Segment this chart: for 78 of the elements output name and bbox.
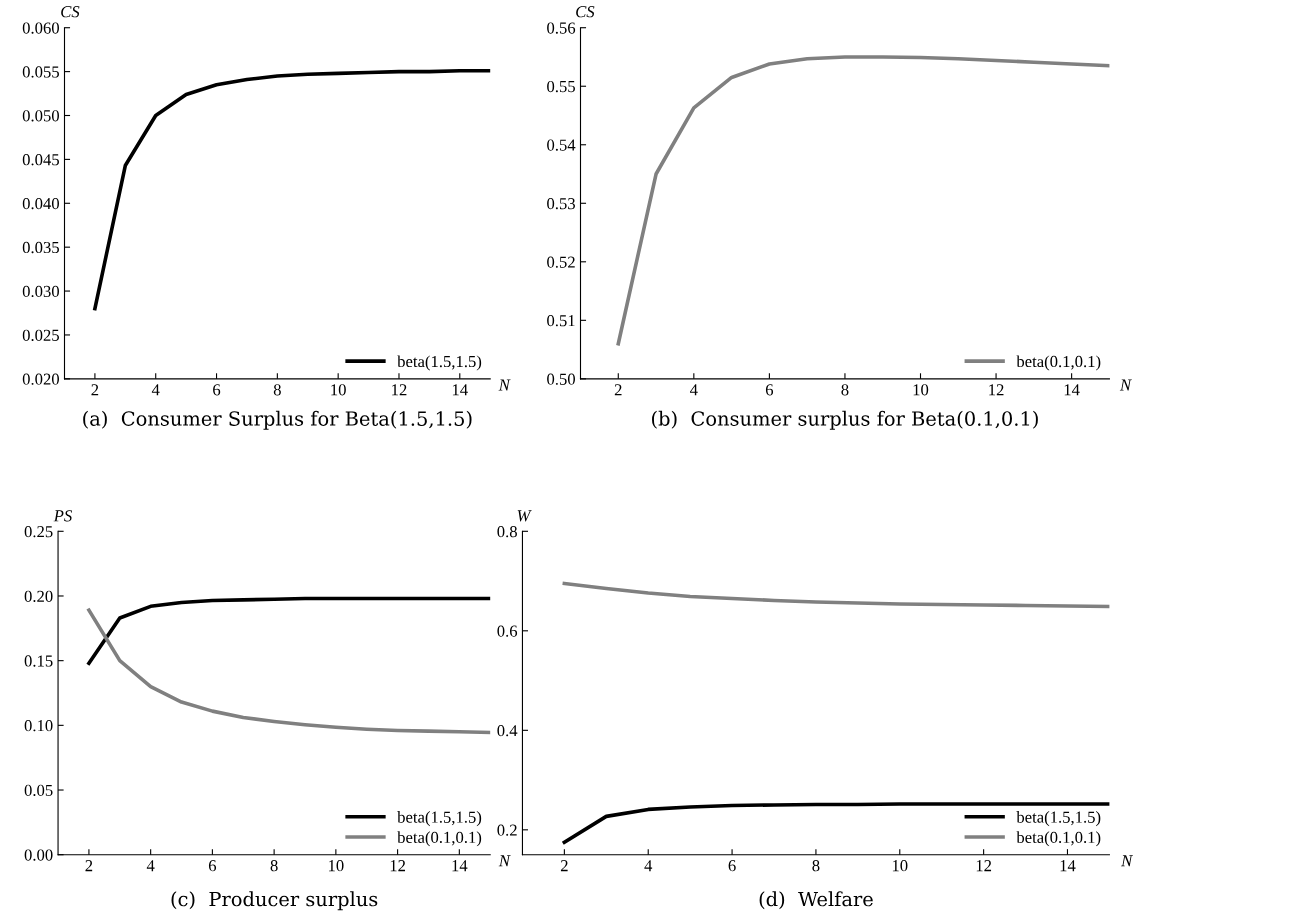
legend-label: beta(0.1,0.1) <box>1016 831 1101 847</box>
x-tick-label: 14 <box>452 384 468 396</box>
x-tick-label: 4 <box>644 860 653 872</box>
text: (d) Welfare <box>759 891 873 910</box>
y-tick-label: 0.20 <box>24 590 53 602</box>
x-tick-label: 12 <box>390 860 406 872</box>
y-tick-label: 0.52 <box>547 256 575 268</box>
y-tick-label: 0.040 <box>22 197 59 210</box>
y-tick-label: 0.50 <box>547 373 575 385</box>
y-tick-label: 0.55 <box>547 80 575 93</box>
y-tick-label: 0.055 <box>22 66 59 78</box>
x-tick-label: 10 <box>892 860 908 872</box>
y-tick-label: 0.060 <box>22 22 59 34</box>
y-axis-title: PS <box>53 510 72 522</box>
x-tick-label: 12 <box>976 860 992 872</box>
y-tick-label: 0.05 <box>24 784 53 797</box>
legend-label: beta(1.5,1.5) <box>1016 811 1101 827</box>
x-tick-label: 4 <box>689 384 698 396</box>
y-tick-label: 0.15 <box>24 655 53 667</box>
x-tick-label: 14 <box>1060 860 1076 872</box>
y-tick-label: 0.51 <box>547 315 575 327</box>
x-axis-title: N <box>1119 379 1132 391</box>
x-tick-label: 6 <box>208 860 217 872</box>
line-series <box>562 802 1110 845</box>
x-tick-label: 10 <box>328 860 344 872</box>
x-tick-label: 6 <box>765 384 774 396</box>
legend-label: beta(0.1,0.1) <box>397 831 482 847</box>
y-tick-label: 0.020 <box>22 373 59 385</box>
x-axis-title: N <box>1121 855 1134 867</box>
x-tick-label: 4 <box>146 860 155 872</box>
legend-label: beta(0.1,0.1) <box>1016 355 1101 371</box>
x-tick-label: 8 <box>270 860 278 872</box>
x-tick-label: 6 <box>213 384 221 396</box>
x-tick-label: 6 <box>728 860 736 872</box>
y-tick-label: 0.00 <box>24 849 53 861</box>
y-tick-label: 0.030 <box>22 285 59 298</box>
line-series <box>87 596 491 666</box>
x-tick-label: 10 <box>331 384 346 396</box>
x-tick-label: 14 <box>452 860 468 872</box>
x-tick-label: 2 <box>614 384 622 396</box>
legend-label: beta(1.5,1.5) <box>397 355 482 371</box>
text: (b) Consumer surplus for Beta(0.1,0.1) <box>652 410 1038 430</box>
y-axis-title: W <box>517 510 532 522</box>
x-tick-label: 12 <box>392 384 407 396</box>
text: (c) Producer surplus <box>171 891 378 911</box>
x-tick-label: 4 <box>151 384 160 396</box>
y-tick-label: 0.53 <box>547 197 575 210</box>
line-series <box>616 55 1110 346</box>
x-tick-label: 8 <box>812 860 820 872</box>
x-tick-label: 2 <box>91 384 99 396</box>
y-tick-label: 0.4 <box>497 725 518 737</box>
legend-label: beta(1.5,1.5) <box>397 811 482 827</box>
x-tick-label: 10 <box>913 384 929 396</box>
x-tick-label: 8 <box>841 384 849 396</box>
y-tick-label: 0.10 <box>24 720 53 732</box>
y-tick-label: 0.2 <box>497 824 517 836</box>
line-series <box>87 608 491 735</box>
y-tick-label: 0.8 <box>497 526 517 538</box>
x-axis-title: N <box>498 379 511 391</box>
line-series <box>562 581 1110 609</box>
y-tick-label: 0.045 <box>22 154 59 166</box>
text: (a) Consumer Surplus for Beta(1.5,1.5) <box>83 410 472 430</box>
x-tick-label: 8 <box>273 384 281 396</box>
y-tick-label: 0.6 <box>497 625 518 637</box>
x-tick-label: 14 <box>1064 384 1080 396</box>
y-tick-label: 0.025 <box>22 329 59 341</box>
y-tick-label: 0.050 <box>22 110 59 122</box>
y-axis-title: CS <box>576 6 595 18</box>
y-tick-label: 0.54 <box>547 139 576 151</box>
x-tick-label: 2 <box>560 860 568 872</box>
x-tick-label: 12 <box>989 384 1004 396</box>
y-tick-label: 0.56 <box>547 22 576 34</box>
x-tick-label: 2 <box>85 860 93 872</box>
y-tick-label: 0.035 <box>22 241 59 254</box>
y-axis-title: CS <box>61 6 80 18</box>
y-tick-label: 0.25 <box>24 526 53 538</box>
x-axis-title: N <box>498 855 511 867</box>
line-series <box>93 68 491 311</box>
